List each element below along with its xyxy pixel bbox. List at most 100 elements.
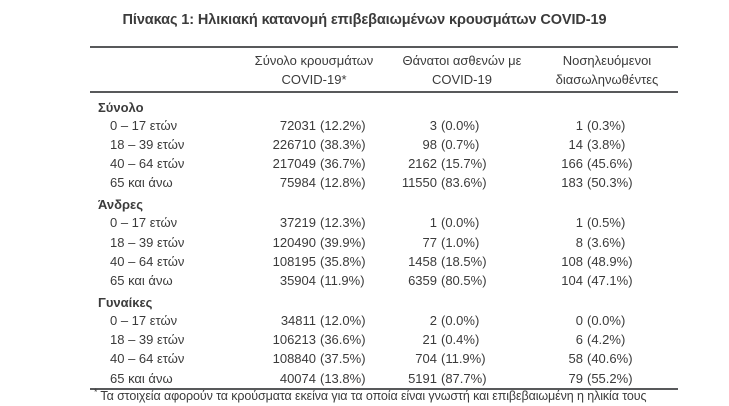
table-row: 0 – 17 ετών 34811 (12.0%) 2 (0.0%) 0 (0.0%) [90,311,678,330]
intubated-cell: 79 (55.2%) [536,371,678,386]
deaths-pct: (0.4%) [441,332,480,348]
table-title: Πίνακας 1: Ηλικιακή κατανομή επιβεβαιωμέ… [122,12,607,28]
cases-pct: (12.0%) [320,313,366,329]
intubated-pct: (0.5%) [587,215,626,231]
age-group-label: 40 – 64 ετών [110,351,185,367]
intubated-cell: 14 (3.8%) [536,137,678,152]
cases-cell: 120490 (39.9%) [240,235,388,250]
cases-count: 120490 [272,234,316,250]
deaths-cell: 1458 (18.5%) [388,254,536,269]
deaths-pct: (83.6%) [441,174,487,190]
cases-pct: (36.6%) [320,332,366,348]
footnote-text: Τα στοιχεία αφορούν τα κρούσματα εκείνα … [100,389,647,404]
intubated-cell: 104 (47.1%) [536,273,678,288]
cases-count: 75984 [279,174,316,190]
cases-cell: 108840 (37.5%) [240,351,388,366]
age-group-label: 0 – 17 ετών [110,313,178,329]
header-line: Νοσηλευόμενοι [562,53,652,68]
deaths-count: 3 [429,117,437,133]
header-line: COVID-19* [281,72,347,87]
intubated-pct: (3.6%) [587,234,626,250]
cases-pct: (39.9%) [320,234,366,250]
intubated-count: 183 [561,174,583,190]
header-line: Θάνατοι ασθενών με [402,53,522,68]
intubated-pct: (45.6%) [587,155,633,171]
deaths-cell: 2162 (15.7%) [388,156,536,171]
age-group-label: 0 – 17 ετών [110,215,178,231]
intubated-count: 108 [561,253,583,269]
intubated-count: 1 [575,117,583,133]
deaths-count: 1458 [408,253,437,269]
intubated-cell: 108 (48.9%) [536,254,678,269]
cases-cell: 106213 (36.6%) [240,332,388,347]
intubated-count: 166 [561,155,583,171]
deaths-cell: 3 (0.0%) [388,118,536,133]
section-header-row: Γυναίκες [90,290,678,312]
table-row: 18 – 39 ετών 106213 (36.6%) 21 (0.4%) 6 (4.… [90,330,678,349]
table-row: 40 – 64 ετών 108195 (35.8%) 1458 (18.5%) 1… [90,252,678,271]
cases-pct: (11.9%) [320,272,365,288]
deaths-count: 1 [429,215,437,231]
deaths-count: 5191 [408,370,437,386]
intubated-count: 1 [575,215,583,231]
deaths-cell: 704 (11.9%) [388,351,536,366]
deaths-cell: 5191 (87.7%) [388,371,536,386]
intubated-count: 6 [575,332,583,348]
age-group-label: 65 και άνω [110,174,173,190]
intubated-count: 14 [568,136,583,152]
table-row: 18 – 39 ετών 226710 (38.3%) 98 (0.7%) 14 (3… [90,135,678,154]
intubated-cell: 58 (40.6%) [536,351,678,366]
deaths-cell: 98 (0.7%) [388,137,536,152]
deaths-pct: (11.9%) [441,351,486,367]
footnote: * Τα στοιχεία αφορούν τα κρούσματα εκείνα… [94,387,694,403]
section-label: Σύνολο [98,99,144,115]
intubated-count: 0 [575,313,583,329]
intubated-cell: 166 (45.6%) [536,156,678,171]
cases-count: 37219 [279,215,316,231]
cases-cell: 72031 (12.2%) [240,118,388,133]
deaths-count: 11550 [401,174,437,190]
intubated-cell: 8 (3.6%) [536,235,678,250]
cases-count: 35904 [279,272,316,288]
intubated-pct: (47.1%) [587,272,633,288]
table-header-row: Σύνολο κρουσμάτων COVID-19* Θάνατοι ασθε… [90,48,678,93]
cases-pct: (36.7%) [320,155,366,171]
table-row: 0 – 17 ετών 72031 (12.2%) 3 (0.0%) 1 (0.3%) [90,116,678,135]
cases-count: 40074 [279,370,316,386]
intubated-pct: (40.6%) [587,351,633,367]
cases-count: 72031 [279,117,316,133]
intubated-pct: (50.3%) [587,174,633,190]
cases-count: 226710 [272,136,316,152]
deaths-cell: 2 (0.0%) [388,313,536,328]
section-label: Γυναίκες [98,295,153,311]
deaths-count: 77 [422,234,437,250]
deaths-cell: 21 (0.4%) [388,332,536,347]
deaths-pct: (87.7%) [441,370,487,386]
cases-cell: 35904 (11.9%) [240,273,388,288]
cases-pct: (12.8%) [320,174,366,190]
deaths-count: 704 [415,351,437,367]
age-group-label: 65 και άνω [110,370,173,386]
cases-pct: (13.8%) [320,370,366,386]
cases-cell: 37219 (12.3%) [240,215,388,230]
section-header-row: Άνδρες [90,192,678,214]
cases-cell: 34811 (12.0%) [240,313,388,328]
intubated-pct: (48.9%) [587,253,633,269]
table-row: 40 – 64 ετών 108840 (37.5%) 704 (11.9%) 58… [90,349,678,368]
intubated-pct: (55.2%) [587,370,633,386]
cases-count: 108195 [272,253,316,269]
intubated-count: 79 [568,370,583,386]
table-row: 65 και άνω 35904 (11.9%) 6359 (80.5%) 104(… [90,271,678,290]
age-group-label: 40 – 64 ετών [110,155,185,171]
deaths-pct: (1.0%) [441,234,480,250]
cases-count: 217049 [272,155,316,171]
table-row: 40 – 64 ετών 217049 (36.7%) 2162 (15.7%) 1… [90,154,678,173]
intubated-count: 58 [568,351,583,367]
cases-pct: (12.3%) [320,215,366,231]
intubated-pct: (0.0%) [587,313,626,329]
intubated-cell: 183 (50.3%) [536,175,678,190]
section-header-row: Σύνολο [90,94,678,116]
cases-count: 106213 [272,332,316,348]
header-empty-cell [90,51,240,89]
deaths-pct: (18.5%) [441,253,487,269]
